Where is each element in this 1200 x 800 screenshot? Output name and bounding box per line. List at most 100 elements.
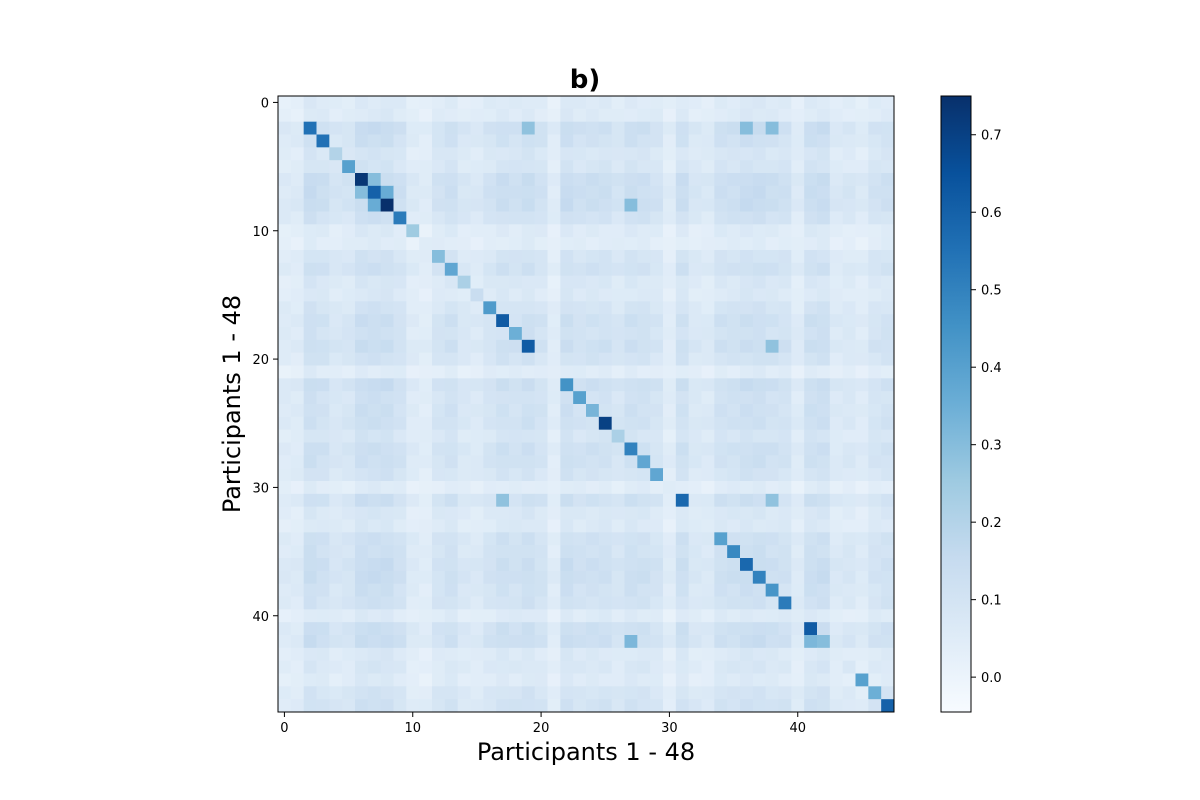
heatmap-cell bbox=[573, 327, 587, 341]
heatmap-cell bbox=[521, 147, 536, 161]
heatmap-cell bbox=[534, 211, 548, 225]
heatmap-cell bbox=[367, 314, 382, 328]
heatmap-cell bbox=[624, 339, 638, 354]
heatmap-cell bbox=[829, 108, 844, 123]
heatmap-cell bbox=[290, 532, 305, 546]
heatmap-cell bbox=[380, 468, 394, 482]
heatmap-cell bbox=[791, 647, 805, 662]
heatmap-cell bbox=[688, 185, 702, 200]
heatmap-cell bbox=[637, 429, 651, 443]
heatmap-cell bbox=[701, 237, 715, 251]
heatmap-cell bbox=[701, 275, 715, 289]
heatmap-cell bbox=[598, 442, 613, 456]
heatmap-cell bbox=[355, 314, 369, 328]
heatmap-cell bbox=[701, 416, 715, 431]
heatmap-cell bbox=[444, 686, 459, 700]
heatmap-cell bbox=[650, 314, 664, 328]
heatmap-cell bbox=[611, 455, 625, 469]
heatmap-cell bbox=[380, 391, 394, 405]
heatmap-cell bbox=[881, 250, 895, 264]
heatmap-cell bbox=[534, 301, 548, 315]
heatmap-cell bbox=[650, 532, 664, 546]
heatmap-cell bbox=[483, 339, 497, 354]
heatmap-cell bbox=[342, 416, 356, 431]
heatmap-cell bbox=[355, 108, 369, 123]
heatmap-cell bbox=[393, 352, 407, 366]
heatmap-cell bbox=[842, 250, 856, 264]
heatmap-cell bbox=[521, 558, 536, 572]
heatmap-cell bbox=[406, 622, 420, 636]
heatmap-cell bbox=[457, 147, 471, 161]
heatmap-cell bbox=[521, 545, 536, 559]
heatmap-cell bbox=[765, 673, 779, 687]
heatmap-cell bbox=[650, 609, 664, 623]
heatmap-cell bbox=[740, 121, 754, 135]
heatmap-cell bbox=[329, 570, 343, 585]
heatmap-cell bbox=[547, 301, 561, 315]
heatmap-cell bbox=[650, 519, 664, 533]
heatmap-cell bbox=[611, 147, 625, 161]
heatmap-cell bbox=[714, 185, 728, 200]
heatmap-cell bbox=[637, 532, 651, 546]
heatmap-cell bbox=[406, 686, 420, 700]
heatmap-cell bbox=[483, 365, 497, 379]
heatmap-cell bbox=[624, 134, 638, 148]
heatmap-cell bbox=[342, 455, 356, 469]
x-tick-label: 10 bbox=[404, 721, 421, 736]
heatmap-cell bbox=[855, 352, 869, 366]
heatmap-cell bbox=[342, 185, 356, 200]
heatmap-cell bbox=[855, 378, 869, 392]
heatmap-cell bbox=[727, 468, 741, 482]
heatmap-cell bbox=[573, 699, 587, 713]
heatmap-cell bbox=[881, 108, 895, 123]
heatmap-cell bbox=[701, 699, 715, 713]
heatmap-cell bbox=[573, 532, 587, 546]
heatmap-cell bbox=[714, 609, 728, 623]
heatmap-cell bbox=[560, 481, 574, 495]
heatmap-cell bbox=[868, 288, 882, 302]
heatmap-cell bbox=[393, 121, 407, 135]
heatmap-cell bbox=[868, 570, 882, 585]
heatmap-cell bbox=[586, 147, 600, 161]
heatmap-cell bbox=[637, 96, 651, 110]
heatmap-cell bbox=[663, 314, 677, 328]
heatmap-cell bbox=[342, 481, 356, 495]
heatmap-cell bbox=[393, 699, 407, 713]
heatmap-cell bbox=[380, 262, 394, 277]
heatmap-cell bbox=[598, 519, 613, 533]
heatmap-cell bbox=[855, 147, 869, 161]
heatmap-cell bbox=[842, 635, 856, 649]
heatmap-cell bbox=[444, 211, 459, 225]
heatmap-cell bbox=[303, 250, 317, 264]
heatmap-cell bbox=[496, 352, 510, 366]
heatmap-cell bbox=[675, 237, 690, 251]
heatmap-cell bbox=[727, 699, 741, 713]
heatmap-cell bbox=[432, 570, 446, 585]
heatmap-cell bbox=[791, 185, 805, 200]
heatmap-cell bbox=[303, 327, 317, 341]
heatmap-cell bbox=[881, 481, 895, 495]
heatmap-cell bbox=[367, 404, 382, 418]
heatmap-cell bbox=[342, 493, 356, 508]
heatmap-cell bbox=[483, 173, 497, 187]
heatmap-cell bbox=[457, 647, 471, 662]
heatmap-cell bbox=[483, 160, 497, 174]
heatmap-cell bbox=[855, 545, 869, 559]
heatmap-cell bbox=[791, 532, 805, 546]
heatmap-cell bbox=[727, 173, 741, 187]
heatmap-cell bbox=[624, 198, 638, 212]
heatmap-cell bbox=[868, 185, 882, 200]
heatmap-cell bbox=[534, 391, 548, 405]
heatmap-cell bbox=[611, 211, 625, 225]
heatmap-cell bbox=[611, 314, 625, 328]
heatmap-cell bbox=[855, 583, 869, 597]
heatmap-cell bbox=[470, 173, 484, 187]
heatmap-cell bbox=[380, 699, 394, 713]
heatmap-cell bbox=[470, 609, 484, 623]
heatmap-cell bbox=[393, 378, 407, 392]
heatmap-cell bbox=[855, 609, 869, 623]
heatmap-cell bbox=[303, 506, 317, 520]
heatmap-cell bbox=[791, 96, 805, 110]
heatmap-cell bbox=[701, 96, 715, 110]
heatmap-cell bbox=[316, 378, 330, 392]
